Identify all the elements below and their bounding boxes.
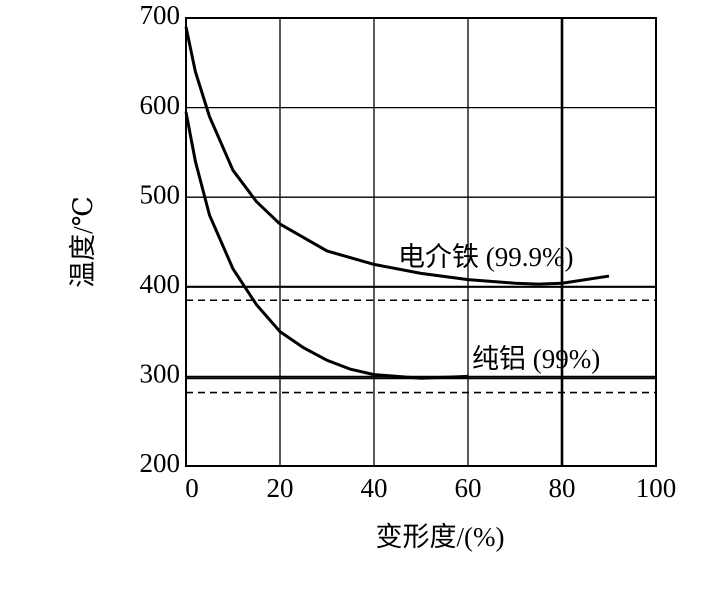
y-tick-label: 300 — [140, 359, 181, 389]
x-tick-label: 60 — [455, 473, 482, 503]
x-tick-label: 40 — [361, 473, 388, 503]
series-line — [184, 111, 469, 380]
y-tick-label: 200 — [140, 448, 181, 478]
x-tick-label: 80 — [549, 473, 576, 503]
y-tick-label: 500 — [140, 179, 181, 209]
y-tick-label: 600 — [140, 90, 181, 120]
x-axis-label: 变形度/(%) — [376, 522, 505, 552]
x-tick-label: 100 — [636, 473, 677, 503]
y-tick-label: 700 — [140, 0, 181, 30]
plot-frame — [185, 17, 657, 467]
x-tick-label: 20 — [267, 473, 294, 503]
series-line — [184, 26, 610, 286]
series-label: 电介铁 (99.9%) — [398, 242, 573, 272]
y-tick-label: 400 — [140, 269, 181, 299]
x-tick-label: 0 — [185, 473, 199, 503]
series-label: 纯铝 (99%) — [472, 344, 600, 374]
y-axis-label: 温度/℃ — [68, 196, 98, 288]
